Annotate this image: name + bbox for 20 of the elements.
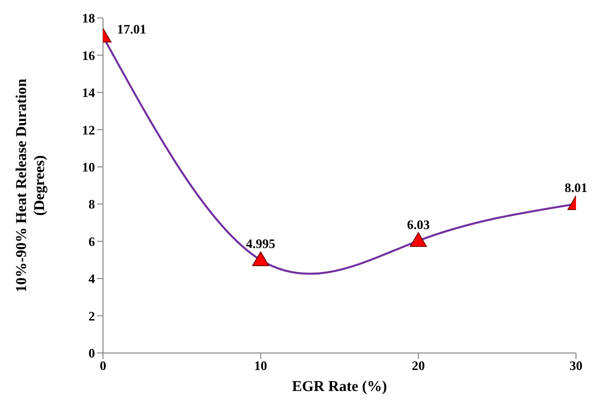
data-label: 6.03 [406, 216, 430, 232]
y-tick-label: 14 [82, 85, 96, 100]
data-label: 4.995 [246, 236, 276, 252]
y-tick-label: 6 [88, 234, 96, 249]
y-tick-label: 16 [82, 48, 96, 63]
x-tick-label: 20 [412, 358, 425, 374]
x-tick-label: 30 [570, 358, 582, 374]
y-tick-label: 4 [88, 271, 96, 286]
data-label: 17.01 [117, 21, 146, 36]
y-tick-label: 0 [88, 346, 95, 361]
data-label: 8.01 [564, 180, 588, 195]
x-tick-label: 10 [254, 358, 268, 374]
y-tick-label: 18 [82, 10, 96, 26]
y-tick-label: 2 [88, 308, 95, 324]
y-axis-title: 10%-90% Heat Release Duration (Degrees) [14, 78, 48, 292]
x-tick-label: 0 [100, 358, 106, 374]
y-tick-label: 10 [82, 160, 95, 175]
y-tick-label: 8 [88, 196, 96, 212]
y-tick-label: 12 [82, 122, 95, 138]
x-axis-title: EGR Rate (%) [292, 379, 387, 395]
